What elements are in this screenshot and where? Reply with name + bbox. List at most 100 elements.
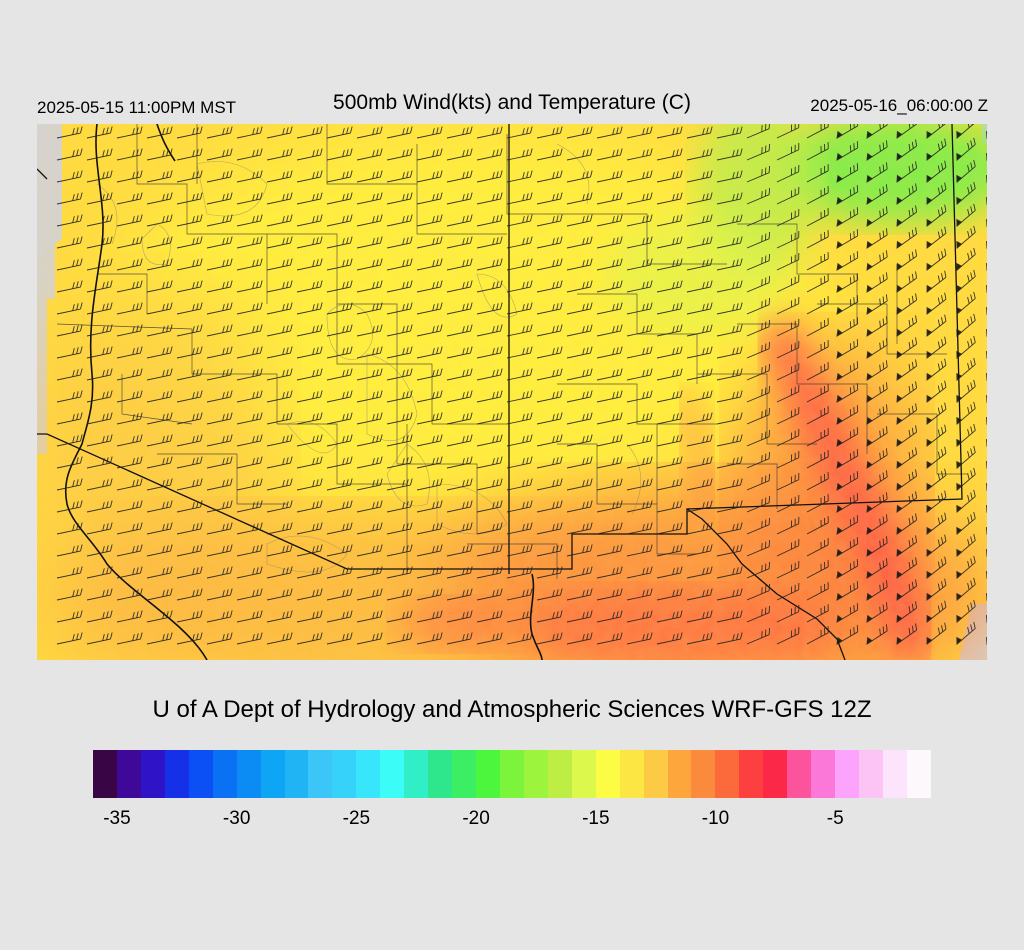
wind-barb: [686, 456, 713, 469]
wind-barb: [416, 522, 443, 535]
wind-barb: [686, 368, 713, 381]
wind-barb: [176, 170, 203, 183]
wind-barb: [686, 544, 713, 557]
wind-barb: [116, 324, 143, 337]
colorbar-swatch: [404, 750, 429, 798]
wind-barb: [206, 588, 233, 601]
wind-barb: [536, 610, 563, 623]
colorbar-swatch: [595, 750, 620, 798]
wind-barb: [386, 324, 413, 337]
wind-barb: [626, 632, 653, 645]
wind-barb: [326, 126, 353, 139]
wind-barb: [206, 302, 233, 315]
wind-barb: [446, 588, 473, 601]
wind-barb: [386, 478, 413, 491]
wind-barb: [116, 368, 143, 381]
wind-barb: [926, 160, 947, 183]
wind-barb: [716, 236, 743, 249]
wind-barb: [896, 381, 918, 403]
wind-barb: [776, 385, 800, 403]
wind-barb: [896, 425, 918, 447]
wind-barb: [956, 577, 976, 601]
wind-barb: [56, 566, 83, 579]
wind-barb: [386, 412, 413, 425]
wind-barb: [836, 163, 859, 183]
wind-barb: [686, 500, 713, 513]
wind-barb: [296, 412, 323, 425]
wind-barb: [806, 450, 829, 469]
wind-barb: [506, 434, 533, 447]
wind-barb: [896, 601, 918, 623]
wind-barb: [506, 236, 533, 249]
wind-barb: [536, 522, 563, 535]
wind-barb: [686, 566, 713, 579]
wind-barb: [176, 192, 203, 205]
wind-barb: [386, 148, 413, 161]
wind-barb: [566, 544, 593, 557]
wind-barb: [386, 434, 413, 447]
wind-barb: [866, 426, 888, 447]
wind-barb: [56, 214, 83, 227]
wind-barb: [536, 324, 563, 337]
wind-barb: [956, 533, 976, 557]
wind-barb: [926, 248, 947, 271]
wind-barb: [266, 390, 293, 403]
wind-barb: [596, 126, 623, 139]
wind-barb: [536, 500, 563, 513]
wind-barb: [416, 280, 443, 293]
wind-barb: [206, 478, 233, 491]
wind-barb: [116, 126, 143, 139]
wind-barb: [236, 412, 263, 425]
wind-barb: [146, 280, 173, 293]
wind-barb: [236, 192, 263, 205]
wind-barb: [356, 346, 383, 359]
wind-barb: [236, 258, 263, 271]
colorbar-swatch: [188, 750, 213, 798]
wind-barb: [296, 368, 323, 381]
wind-barb: [926, 578, 947, 601]
wind-barb: [746, 473, 771, 491]
wind-barb: [836, 361, 859, 381]
colorbar-swatch: [763, 750, 788, 798]
wind-barb: [746, 209, 771, 227]
wind-barb: [866, 338, 888, 359]
wind-barb: [716, 280, 743, 293]
wind-barb: [896, 315, 918, 337]
wind-barb: [896, 249, 918, 271]
wind-barb: [86, 214, 113, 227]
wind-barb: [536, 478, 563, 491]
wind-barb: [896, 557, 918, 579]
wind-barb: [386, 544, 413, 557]
wind-barb: [956, 269, 976, 293]
wind-barb: [386, 280, 413, 293]
wind-barb: [776, 627, 800, 645]
wind-barb: [116, 632, 143, 645]
wind-barb: [356, 126, 383, 139]
wind-barb: [416, 412, 443, 425]
wind-barb: [986, 225, 987, 249]
wind-barb: [776, 275, 800, 293]
wind-barb: [56, 302, 83, 315]
wind-barb: [206, 368, 233, 381]
wind-barb: [176, 126, 203, 139]
wind-barb: [776, 495, 800, 513]
wind-barb: [176, 214, 203, 227]
wind-barb: [236, 500, 263, 513]
wind-barb: [566, 390, 593, 403]
wind-barb: [266, 544, 293, 557]
wind-barb: [956, 445, 976, 469]
wind-barb: [986, 401, 987, 425]
credit-label: U of A Dept of Hydrology and Atmospheric…: [152, 696, 872, 723]
wind-barb: [356, 148, 383, 161]
wind-barb: [446, 324, 473, 337]
colorbar-swatch: [715, 750, 740, 798]
wind-barb: [86, 522, 113, 535]
wind-barb: [626, 456, 653, 469]
wind-barb: [296, 566, 323, 579]
wind-barb: [146, 632, 173, 645]
wind-barb: [686, 588, 713, 601]
wind-barb: [716, 192, 743, 205]
wind-barb: [296, 280, 323, 293]
wind-barb: [896, 403, 918, 425]
wind-barb: [446, 368, 473, 381]
